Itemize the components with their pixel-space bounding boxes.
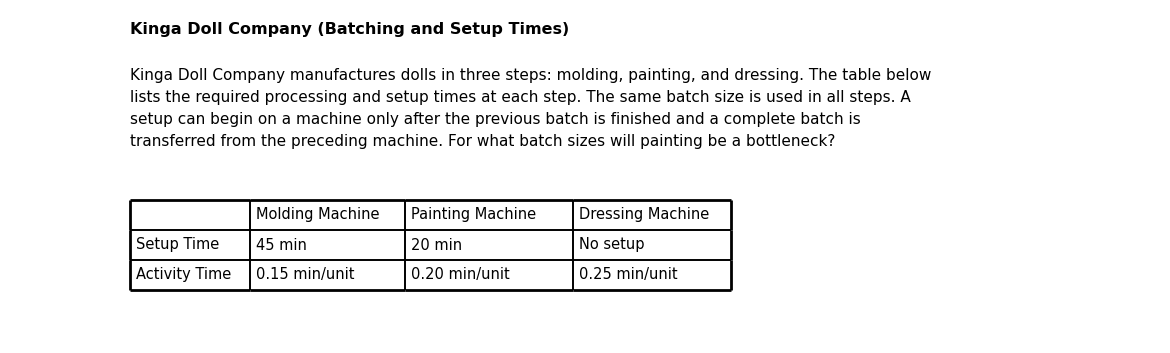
Text: 45 min: 45 min xyxy=(256,238,307,252)
Text: Dressing Machine: Dressing Machine xyxy=(579,208,709,222)
Text: transferred from the preceding machine. For what batch sizes will painting be a : transferred from the preceding machine. … xyxy=(130,134,835,149)
Text: Activity Time: Activity Time xyxy=(136,268,232,282)
Text: 0.20 min/unit: 0.20 min/unit xyxy=(411,268,510,282)
Text: Kinga Doll Company manufactures dolls in three steps: molding, painting, and dre: Kinga Doll Company manufactures dolls in… xyxy=(130,68,931,83)
Text: lists the required processing and setup times at each step. The same batch size : lists the required processing and setup … xyxy=(130,90,910,105)
Text: 20 min: 20 min xyxy=(411,238,462,252)
Text: No setup: No setup xyxy=(579,238,645,252)
Text: Kinga Doll Company (Batching and Setup Times): Kinga Doll Company (Batching and Setup T… xyxy=(130,22,570,37)
Text: Painting Machine: Painting Machine xyxy=(411,208,536,222)
Text: 0.15 min/unit: 0.15 min/unit xyxy=(256,268,355,282)
Text: 0.25 min/unit: 0.25 min/unit xyxy=(579,268,677,282)
Text: setup can begin on a machine only after the previous batch is finished and a com: setup can begin on a machine only after … xyxy=(130,112,861,127)
Text: Molding Machine: Molding Machine xyxy=(256,208,379,222)
Text: Setup Time: Setup Time xyxy=(136,238,219,252)
